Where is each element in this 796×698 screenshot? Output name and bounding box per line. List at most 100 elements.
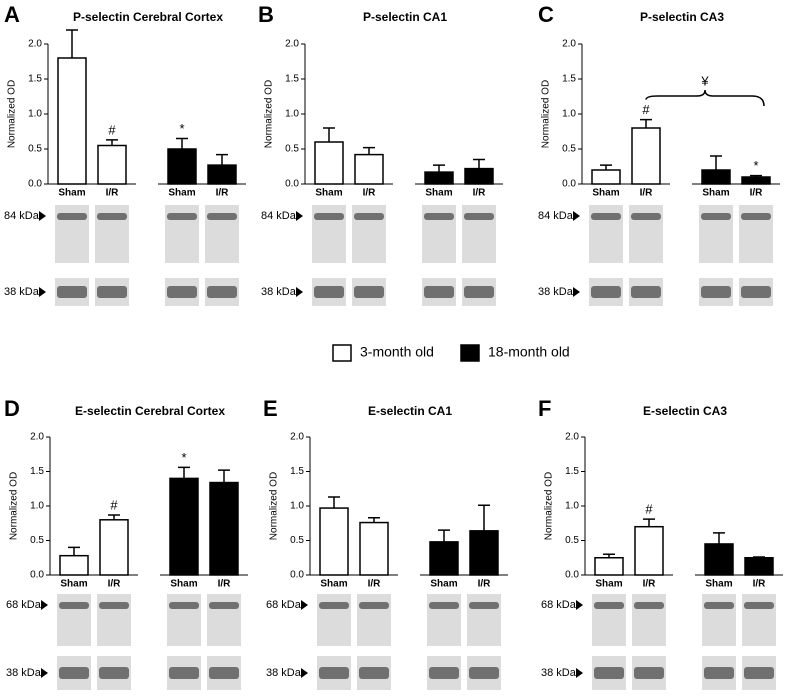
blot-lane	[702, 594, 736, 646]
chart-title: E-selectin Cerebral Cortex	[75, 404, 225, 418]
y-tick-label: 1.5	[28, 74, 42, 85]
blot-band	[314, 286, 344, 298]
blot-band	[319, 602, 349, 609]
blot-band	[207, 286, 237, 298]
blot-band	[591, 286, 621, 298]
blot-band	[704, 602, 734, 609]
error-bar	[108, 514, 120, 520]
blot-arrow	[573, 287, 580, 297]
blot-band	[631, 213, 661, 220]
error-bar	[363, 146, 375, 155]
bar	[167, 148, 197, 185]
error-bar	[438, 529, 450, 542]
blot-arrow	[301, 668, 308, 678]
bar	[464, 167, 494, 185]
x-tick-label: I/R	[640, 188, 654, 199]
blot-band	[99, 667, 129, 679]
blot-band	[591, 213, 621, 220]
y-axis-label: Normalized OD	[544, 472, 555, 540]
y-tick-label: 1.5	[285, 74, 299, 85]
bar	[744, 557, 774, 576]
blot-band	[99, 602, 129, 609]
error-bar	[68, 546, 80, 556]
bar	[209, 481, 239, 576]
chart-title: P-selectin Cerebral Cortex	[73, 10, 223, 24]
bar	[99, 519, 129, 576]
bar	[424, 171, 454, 185]
error-bar	[176, 137, 188, 149]
blot-band	[741, 286, 771, 298]
blot-band	[429, 602, 459, 609]
y-tick-label: 1.5	[290, 466, 304, 477]
annotation: *	[179, 121, 184, 136]
x-tick-label: Sham	[320, 579, 347, 590]
annotation: #	[645, 502, 653, 517]
panel-letter: A	[4, 2, 20, 27]
x-tick-label: I/R	[473, 188, 487, 199]
y-tick-label: 0.0	[30, 570, 44, 581]
blot-label: 38 kDa	[4, 286, 40, 298]
legend-swatch	[332, 344, 352, 362]
y-tick-label: 0.5	[562, 144, 576, 155]
blot-arrow	[573, 211, 580, 221]
y-tick-label: 2.0	[285, 39, 299, 50]
blot-band	[209, 667, 239, 679]
y-tick-label: 2.0	[290, 432, 304, 443]
x-tick-label: I/R	[750, 188, 764, 199]
x-tick-label: I/R	[216, 188, 230, 199]
blot-lane	[317, 594, 351, 646]
y-tick-label: 2.0	[562, 39, 576, 50]
blot-band	[359, 602, 389, 609]
bar	[591, 169, 621, 185]
blot-band	[167, 213, 197, 220]
y-tick-label: 1.0	[30, 501, 44, 512]
blot-arrow	[41, 600, 48, 610]
blot-band	[634, 667, 664, 679]
y-tick-label: 1.0	[565, 501, 579, 512]
panel-letter: C	[538, 2, 554, 27]
y-tick-label: 1.5	[562, 74, 576, 85]
x-tick-label: Sham	[702, 188, 729, 199]
blot-band	[97, 286, 127, 298]
chart-title: E-selectin CA1	[368, 404, 452, 418]
y-tick-label: 0.5	[290, 535, 304, 546]
blot-arrow	[39, 211, 46, 221]
blot-lane	[742, 594, 776, 646]
error-bar	[753, 556, 765, 558]
chart-title: E-selectin CA3	[643, 404, 727, 418]
bar	[319, 507, 349, 576]
legend-label: 3-month old	[360, 344, 434, 360]
error-bar	[750, 174, 762, 177]
blot-lane	[57, 594, 91, 646]
blot-band	[57, 213, 87, 220]
x-tick-label: Sham	[595, 579, 622, 590]
bar	[207, 164, 237, 185]
y-tick-label: 0.5	[30, 535, 44, 546]
y-axis-label: Normalized OD	[541, 80, 552, 148]
blot-band	[701, 286, 731, 298]
blot-band	[701, 213, 731, 220]
y-axis-label: Normalized OD	[7, 80, 18, 148]
blot-lane	[97, 594, 131, 646]
chart-title: P-selectin CA1	[363, 10, 447, 24]
blot-lane	[632, 594, 666, 646]
blot-band	[469, 667, 499, 679]
blot-label: 38 kDa	[266, 667, 302, 679]
bar	[429, 541, 459, 576]
bar	[169, 477, 199, 576]
blot-label: 38 kDa	[6, 667, 42, 679]
blot-label: 38 kDa	[261, 286, 297, 298]
y-tick-label: 0.0	[562, 179, 576, 190]
blot-band	[424, 213, 454, 220]
x-tick-label: Sham	[705, 579, 732, 590]
blot-band	[354, 213, 384, 220]
x-tick-label: Sham	[58, 188, 85, 199]
bracket-label: ¥	[700, 73, 709, 88]
x-tick-label: Sham	[170, 579, 197, 590]
bar	[634, 525, 664, 576]
bar	[354, 153, 384, 185]
bar	[704, 543, 734, 576]
blot-lane	[467, 594, 501, 646]
y-tick-label: 1.0	[28, 109, 42, 120]
